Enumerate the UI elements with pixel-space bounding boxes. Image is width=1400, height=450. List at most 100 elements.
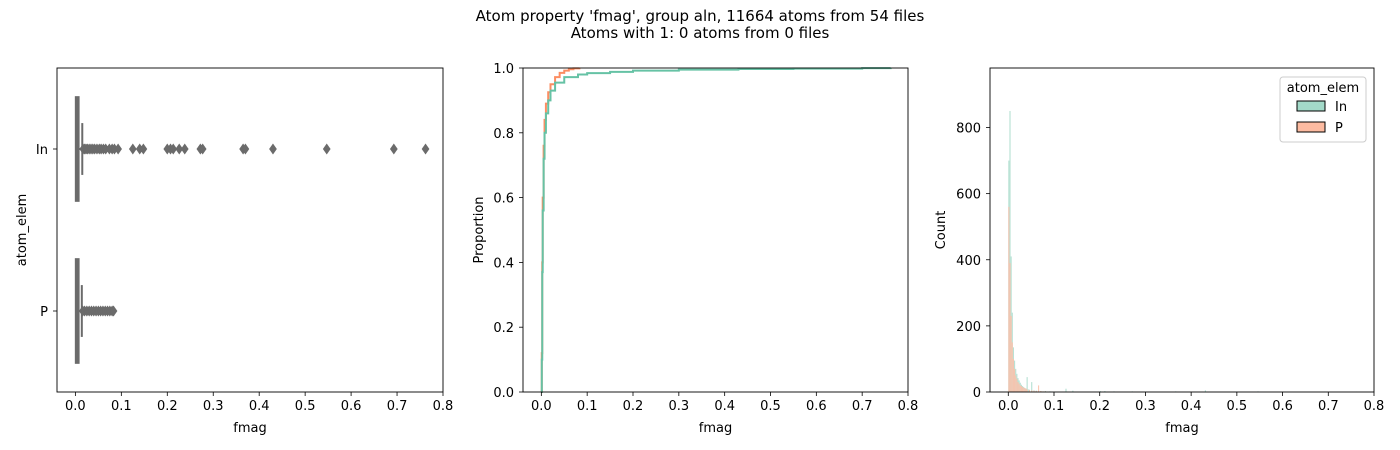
box-x-tick-label: 0.6 bbox=[341, 399, 362, 414]
figure-title-line2: Atoms with 1: 0 atoms from 0 files bbox=[571, 24, 830, 42]
hist-bar-P bbox=[1019, 385, 1021, 392]
hist-x-tick-label: 0.5 bbox=[1227, 399, 1248, 414]
hist-bar-P bbox=[1025, 388, 1027, 392]
box-x-tick-label: 0.1 bbox=[111, 399, 132, 414]
box-x-tick-label: 0.7 bbox=[387, 399, 408, 414]
hist-bar-In bbox=[1026, 377, 1028, 392]
hist-bar-P bbox=[1023, 387, 1025, 392]
hist-legend-swatch-P bbox=[1296, 121, 1326, 133]
hist-plot-frame bbox=[989, 67, 1375, 393]
box-y-tick-label: P bbox=[40, 305, 48, 320]
ecdf-y-tick-label: 0.0 bbox=[493, 386, 514, 401]
hist-bar-In bbox=[1031, 382, 1033, 392]
hist-bar-In bbox=[1009, 110, 1011, 393]
hist-bar-P bbox=[1016, 378, 1018, 392]
box-outlier-In bbox=[180, 143, 189, 155]
hist-bar-P bbox=[1020, 386, 1022, 392]
box-y-axis-label: atom_elem bbox=[15, 194, 30, 266]
hist-legend: atom_elem In P bbox=[1279, 76, 1367, 143]
ecdf-y-tick-label: 0.2 bbox=[493, 321, 514, 336]
hist-bar-P bbox=[1008, 206, 1010, 392]
hist-x-tick-label: 0.3 bbox=[1135, 399, 1156, 414]
box-plot-frame bbox=[56, 67, 444, 393]
box-y-tick-label: In bbox=[36, 143, 48, 158]
ecdf-x-tick-label: 0.3 bbox=[668, 399, 689, 414]
hist-bar-P bbox=[1014, 368, 1016, 392]
hist-x-tick-label: 0.4 bbox=[1181, 399, 1202, 414]
ecdf-x-tick-label: 0.2 bbox=[623, 399, 644, 414]
box-x-tick-label: 0.8 bbox=[433, 399, 454, 414]
hist-bar-In bbox=[1072, 390, 1074, 392]
ecdf-y-axis-label: Proportion bbox=[472, 196, 487, 263]
box-outlier-In bbox=[389, 143, 398, 155]
box-x-tick-label: 0.4 bbox=[249, 399, 270, 414]
hist-bar-In bbox=[1204, 390, 1206, 392]
hist-x-tick-label: 0.0 bbox=[998, 399, 1019, 414]
ecdf-x-tick-label: 0.5 bbox=[760, 399, 781, 414]
hist-bar-P bbox=[1035, 391, 1037, 392]
hist-bar-P bbox=[1011, 342, 1013, 392]
box-outlier-In bbox=[114, 143, 122, 155]
box-outlier-In bbox=[269, 143, 277, 155]
hist-x-tick-label: 0.2 bbox=[1089, 399, 1110, 414]
figure-title-line1: Atom property 'fmag', group aln, 11664 a… bbox=[476, 7, 925, 25]
ecdf-line-In bbox=[540, 67, 892, 393]
hist-bar-P bbox=[1024, 388, 1026, 392]
box-outlier-In bbox=[139, 143, 148, 155]
box-x-tick-label: 0.2 bbox=[157, 399, 178, 414]
hist-bar-P bbox=[1009, 263, 1011, 392]
ecdf-x-axis-label: fmag bbox=[699, 421, 732, 436]
box-x-axis-label: fmag bbox=[233, 421, 266, 436]
box-plot-panel: In P 0.0 0.1 0.2 0.3 0.4 0.5 0.6 0.7 0.8 fmag atom_e… bbox=[15, 67, 454, 436]
hist-bar-P bbox=[1015, 375, 1017, 392]
hist-legend-label-P: P bbox=[1335, 121, 1343, 136]
hist-bar-P bbox=[1028, 390, 1030, 392]
hist-y-tick-label: 400 bbox=[956, 254, 981, 269]
hist-bar-P bbox=[1012, 358, 1014, 392]
ecdf-x-tick-label: 0.6 bbox=[806, 399, 827, 414]
hist-bar-P bbox=[1022, 387, 1024, 392]
ecdf-x-tick-label: 0.7 bbox=[852, 399, 873, 414]
hist-bar-P bbox=[1033, 390, 1035, 392]
ecdf-x-tick-label: 0.8 bbox=[898, 399, 919, 414]
ecdf-x-tick-label: 0.0 bbox=[531, 399, 552, 414]
hist-y-tick-label: 200 bbox=[956, 320, 981, 335]
hist-y-axis-label: Count bbox=[934, 211, 949, 250]
ecdf-y-tick-label: 0.6 bbox=[493, 192, 514, 207]
box-x-tick-label: 0.3 bbox=[203, 399, 224, 414]
box-outlier-In bbox=[241, 143, 250, 155]
hist-x-tick-label: 0.7 bbox=[1318, 399, 1339, 414]
hist-legend-title: atom_elem bbox=[1287, 81, 1359, 96]
ecdf-x-tick-label: 0.4 bbox=[714, 399, 735, 414]
box-outlier-In bbox=[421, 143, 430, 155]
box-outlier-In bbox=[322, 143, 331, 155]
ecdf-plot-panel: 0.0 0.2 0.4 0.6 0.8 1.0 0.0 0.1 0.2 0.3 0.4 0.5 0.6 0… bbox=[472, 62, 918, 436]
box-outlier-In bbox=[169, 143, 178, 155]
hist-x-tick-label: 0.1 bbox=[1044, 399, 1065, 414]
hist-x-axis-label: fmag bbox=[1165, 421, 1198, 436]
hist-bar-P bbox=[1038, 385, 1040, 392]
hist-bar-P bbox=[1040, 391, 1042, 392]
box-outlier-In bbox=[175, 143, 184, 155]
hist-bar-In bbox=[1104, 391, 1106, 392]
hist-x-tick-label: 0.6 bbox=[1272, 399, 1293, 414]
box-outlier-P bbox=[109, 305, 118, 317]
box-outlier-In bbox=[128, 143, 137, 155]
hist-bar-P bbox=[1010, 315, 1012, 392]
ecdf-line-P bbox=[540, 67, 581, 393]
hist-y-tick-label: 800 bbox=[956, 122, 981, 137]
hist-legend-label-In: In bbox=[1335, 100, 1347, 115]
box-x-tick-label: 0.5 bbox=[295, 399, 316, 414]
ecdf-plot-frame bbox=[522, 67, 909, 393]
hist-bar-In bbox=[1065, 388, 1067, 392]
hist-y-tick-label: 600 bbox=[956, 188, 981, 203]
hist-legend-swatch-In bbox=[1296, 100, 1326, 112]
box-x-tick-label: 0.0 bbox=[65, 399, 86, 414]
hist-bar-In bbox=[1099, 391, 1101, 392]
hist-bar-P bbox=[1026, 389, 1028, 392]
hist-bar-P bbox=[1018, 383, 1020, 392]
hist-y-tick-label: 0 bbox=[973, 386, 981, 401]
box-outlier-In bbox=[198, 143, 207, 155]
hist-bar-In bbox=[1027, 389, 1029, 392]
